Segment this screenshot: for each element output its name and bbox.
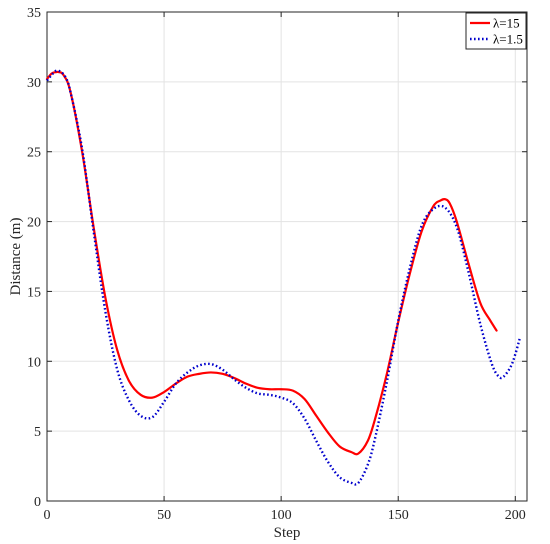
grid-lines [47,12,527,501]
y-tick-label: 10 [27,355,41,370]
axis-ticks: 0 50 100 150 200 0 5 10 15 20 25 30 35 [27,6,527,523]
y-tick-label: 20 [27,216,41,231]
legend-label-lambda-1-5: λ=1.5 [493,32,523,47]
legend-label-lambda-15: λ=15 [493,16,520,31]
series-layer [45,69,522,486]
y-tick-label: 25 [27,146,41,161]
y-tick-label: 5 [34,425,41,440]
y-tick-label: 15 [27,285,41,300]
x-tick-label: 0 [44,508,51,523]
y-tick-label: 30 [27,76,41,91]
x-axis-title: Step [274,525,301,541]
y-tick-label: 35 [27,6,41,21]
x-tick-label: 100 [271,508,292,523]
legend-box [465,12,527,50]
series-line-lambda-15 [45,70,498,456]
plot-frame [46,11,528,502]
legend: λ=15 λ=1.5 [465,12,527,50]
y-axis-title: Distance (m) [8,218,24,296]
y-tick-label: 0 [34,495,41,510]
x-tick-label: 200 [505,508,526,523]
x-tick-label: 50 [157,508,171,523]
x-tick-label: 150 [388,508,409,523]
